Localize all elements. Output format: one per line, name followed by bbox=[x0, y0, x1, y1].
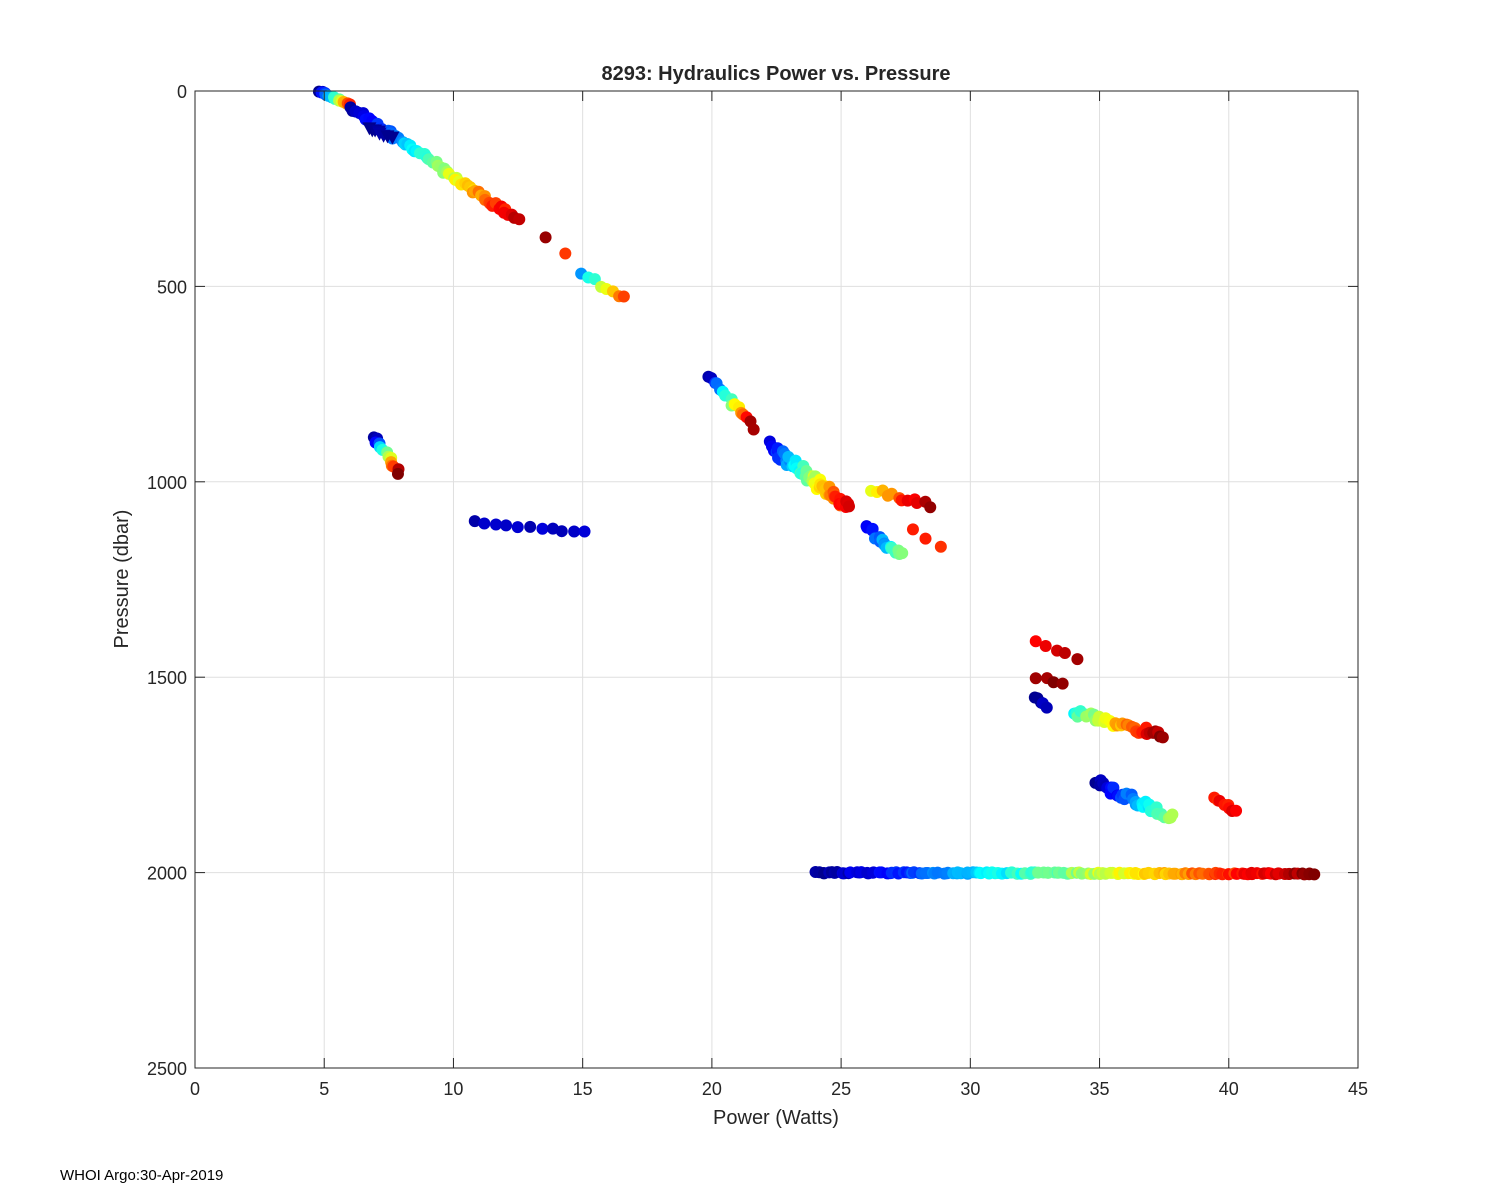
data-point bbox=[1230, 804, 1243, 817]
data-point bbox=[513, 213, 526, 226]
data-point bbox=[934, 540, 947, 553]
data-point-triangle bbox=[385, 131, 400, 145]
data-point bbox=[1166, 808, 1179, 821]
data-point bbox=[842, 500, 855, 513]
y-tick-label: 2500 bbox=[147, 1059, 187, 1079]
data-point bbox=[919, 532, 932, 545]
data-point bbox=[1040, 701, 1053, 714]
data-point bbox=[896, 547, 909, 560]
data-point bbox=[489, 518, 502, 531]
data-point bbox=[1308, 868, 1321, 881]
y-tick-label: 1000 bbox=[147, 473, 187, 493]
data-point bbox=[478, 517, 491, 530]
data-point bbox=[1058, 647, 1071, 660]
data-point bbox=[555, 525, 568, 538]
data-point bbox=[578, 525, 591, 538]
x-tick-label: 25 bbox=[831, 1079, 851, 1099]
data-point bbox=[559, 247, 572, 260]
y-tick-label: 0 bbox=[177, 82, 187, 102]
x-tick-label: 30 bbox=[960, 1079, 980, 1099]
x-tick-label: 15 bbox=[573, 1079, 593, 1099]
data-point bbox=[906, 523, 919, 536]
data-point bbox=[1029, 672, 1042, 685]
data-point bbox=[1056, 677, 1069, 690]
data-point bbox=[1039, 639, 1052, 652]
data-point bbox=[924, 501, 937, 514]
data-point bbox=[511, 521, 524, 534]
data-point bbox=[1071, 653, 1084, 666]
grid-lines bbox=[194, 90, 1359, 1069]
data-point bbox=[391, 467, 404, 480]
data-point bbox=[747, 423, 760, 436]
data-point bbox=[468, 515, 481, 528]
footer-stamp: WHOI Argo:30-Apr-2019 bbox=[60, 1167, 224, 1184]
data-point bbox=[536, 522, 549, 535]
data-point bbox=[524, 520, 537, 533]
y-tick-label: 1500 bbox=[147, 668, 187, 688]
x-tick-label: 40 bbox=[1219, 1079, 1239, 1099]
data-points bbox=[312, 85, 1321, 881]
data-point bbox=[500, 519, 513, 532]
data-point bbox=[617, 290, 630, 303]
data-point bbox=[539, 231, 552, 244]
x-tick-label: 35 bbox=[1090, 1079, 1110, 1099]
axis-ticks: 0 5 10 15 20 25 30 35 40 45 0 500 1000 1500 2000 2500 bbox=[147, 82, 1368, 1099]
chart-title: 8293: Hydraulics Power vs. Pressure bbox=[601, 63, 950, 85]
y-tick-label: 2000 bbox=[147, 864, 187, 884]
axes-box bbox=[194, 90, 1359, 1069]
data-point bbox=[568, 525, 581, 538]
y-tick-label: 500 bbox=[157, 277, 187, 297]
x-tick-label: 45 bbox=[1348, 1079, 1368, 1099]
y-axis-label: Pressure (dbar) bbox=[111, 510, 133, 649]
x-tick-label: 5 bbox=[319, 1079, 329, 1099]
x-tick-label: 20 bbox=[702, 1079, 722, 1099]
data-point bbox=[1047, 676, 1060, 689]
x-tick-label: 0 bbox=[190, 1079, 200, 1099]
data-point bbox=[1156, 731, 1169, 744]
x-tick-label: 10 bbox=[443, 1079, 463, 1099]
x-axis-label: Power (Watts) bbox=[713, 1107, 839, 1129]
data-point bbox=[1029, 635, 1042, 648]
